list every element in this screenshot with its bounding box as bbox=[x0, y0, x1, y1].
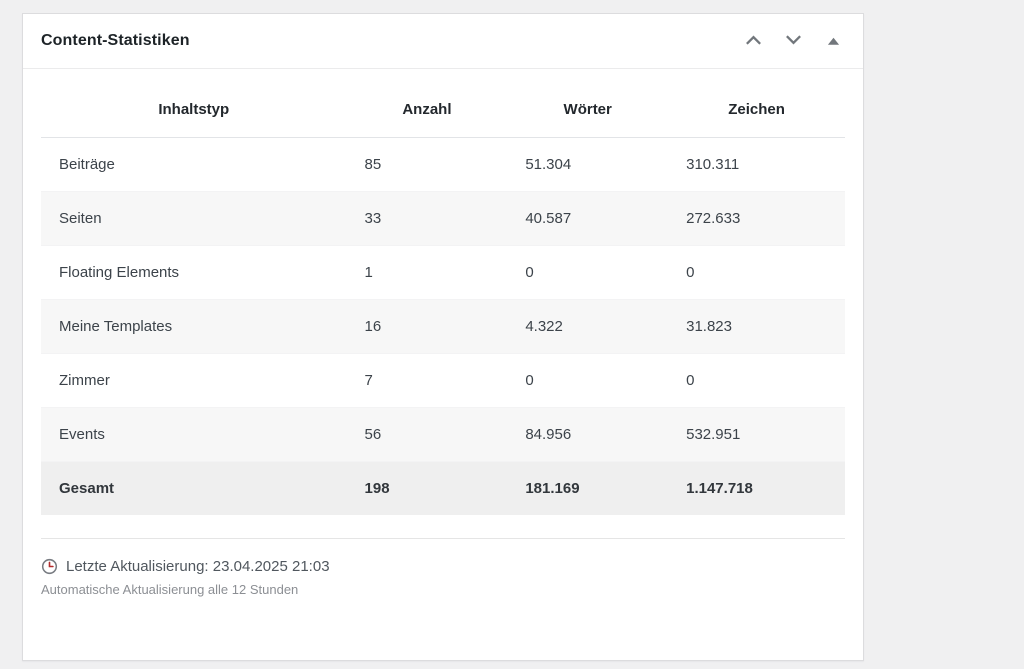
widget-header[interactable]: Content-Statistiken bbox=[23, 14, 863, 69]
table-row: Events 56 84.956 532.951 bbox=[41, 407, 845, 462]
cell-zeichen: 310.311 bbox=[686, 156, 740, 173]
move-down-button[interactable] bbox=[775, 26, 811, 56]
last-update-text: Letzte Aktualisierung: 23.04.2025 21:03 bbox=[66, 558, 330, 575]
cell-zeichen: 272.633 bbox=[686, 210, 741, 227]
table-row: Seiten 33 40.587 272.633 bbox=[41, 191, 845, 246]
cell-inhaltstyp: Beiträge bbox=[59, 156, 115, 173]
cell-anzahl: 56 bbox=[364, 426, 382, 443]
cell-zeichen: 1.147.718 bbox=[686, 480, 753, 497]
cell-anzahl: 33 bbox=[364, 210, 382, 227]
cell-woerter: 0 bbox=[525, 372, 534, 389]
cell-anzahl: 16 bbox=[364, 318, 382, 335]
cell-woerter: 51.304 bbox=[525, 156, 572, 173]
last-update-line: Letzte Aktualisierung: 23.04.2025 21:03 bbox=[41, 558, 845, 575]
cell-anzahl: 198 bbox=[364, 480, 390, 497]
cell-inhaltstyp: Gesamt bbox=[59, 480, 115, 497]
cell-woerter: 181.169 bbox=[525, 480, 580, 497]
content-statistics-table: Inhaltstyp Anzahl Wörter Zeichen Beiträg… bbox=[41, 85, 845, 515]
table-row: Floating Elements 1 0 0 bbox=[41, 246, 845, 300]
widget-handle-actions bbox=[735, 26, 851, 56]
move-up-button[interactable] bbox=[735, 26, 771, 56]
cell-inhaltstyp: Events bbox=[59, 426, 105, 443]
column-header-inhaltstyp: Inhaltstyp bbox=[158, 101, 230, 118]
triangle-up-icon bbox=[827, 34, 840, 49]
footer-divider bbox=[41, 538, 845, 539]
auto-update-text: Automatische Aktualisierung alle 12 Stun… bbox=[41, 582, 299, 597]
collapse-toggle-button[interactable] bbox=[815, 26, 851, 56]
chevron-up-icon bbox=[744, 33, 763, 50]
column-header-zeichen: Zeichen bbox=[728, 101, 785, 118]
cell-anzahl: 85 bbox=[364, 156, 382, 173]
cell-anzahl: 1 bbox=[364, 264, 373, 281]
cell-zeichen: 31.823 bbox=[686, 318, 732, 335]
widget-title: Content-Statistiken bbox=[41, 32, 190, 49]
update-info: Letzte Aktualisierung: 23.04.2025 21:03 … bbox=[41, 539, 845, 597]
cell-zeichen: 0 bbox=[686, 264, 695, 281]
cell-inhaltstyp: Seiten bbox=[59, 210, 102, 227]
cell-woerter: 4.322 bbox=[525, 318, 563, 335]
widget-body: Inhaltstyp Anzahl Wörter Zeichen Beiträg… bbox=[23, 69, 863, 597]
table-row: Beiträge 85 51.304 310.311 bbox=[41, 138, 845, 192]
cell-inhaltstyp: Floating Elements bbox=[59, 264, 180, 281]
cell-inhaltstyp: Zimmer bbox=[59, 372, 110, 389]
table-row: Meine Templates 16 4.322 31.823 bbox=[41, 299, 845, 354]
content-statistics-widget: Content-Statistiken Inh bbox=[22, 13, 864, 661]
column-header-anzahl: Anzahl bbox=[402, 101, 452, 118]
cell-woerter: 40.587 bbox=[525, 210, 572, 227]
chevron-down-icon bbox=[784, 33, 803, 50]
table-row: Zimmer 7 0 0 bbox=[41, 354, 845, 408]
cell-zeichen: 0 bbox=[686, 372, 695, 389]
cell-inhaltstyp: Meine Templates bbox=[59, 318, 173, 335]
cell-woerter: 84.956 bbox=[525, 426, 572, 443]
cell-anzahl: 7 bbox=[364, 372, 373, 389]
cell-zeichen: 532.951 bbox=[686, 426, 741, 443]
table-header-row: Inhaltstyp Anzahl Wörter Zeichen bbox=[41, 85, 845, 138]
column-header-woerter: Wörter bbox=[563, 101, 612, 118]
cell-woerter: 0 bbox=[525, 264, 534, 281]
clock-icon bbox=[41, 558, 58, 575]
table-row-total: Gesamt 198 181.169 1.147.718 bbox=[41, 461, 845, 515]
